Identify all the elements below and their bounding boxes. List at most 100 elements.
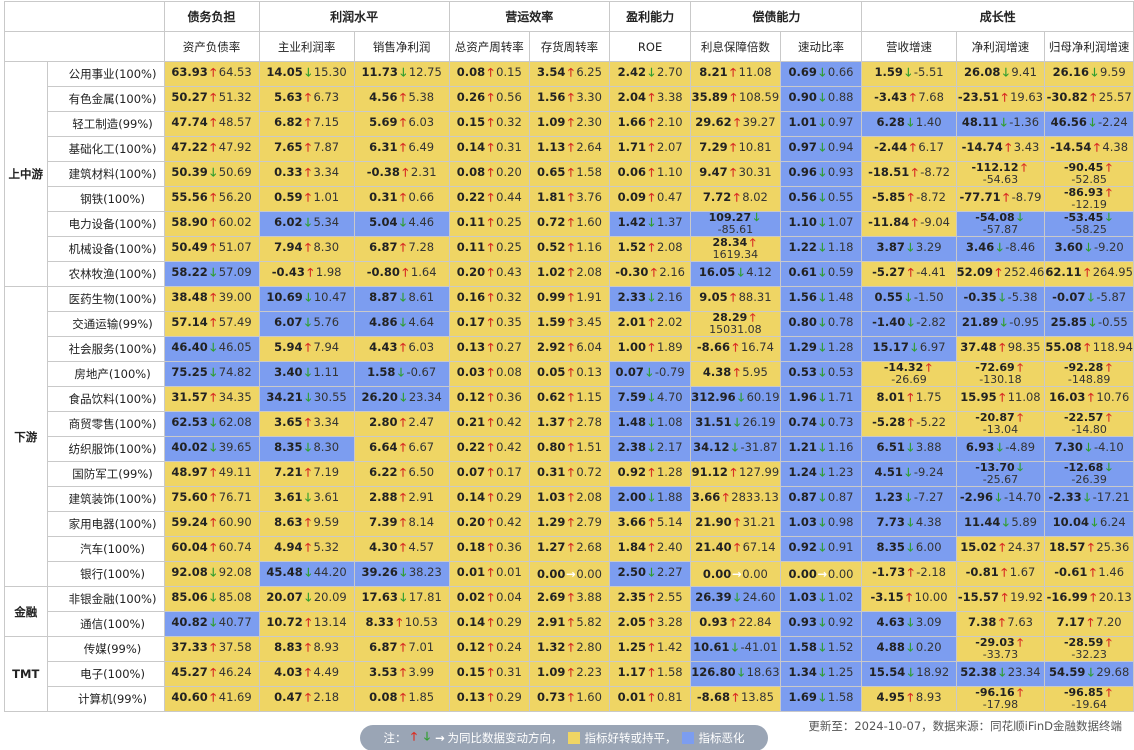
industry-name: 电力设备(100%) [46,211,165,237]
current-value: -0.07 [1052,289,1086,304]
previous-value: 9.59 [313,514,340,529]
metric-cell: 92.08 🡓 92.08 [163,561,260,587]
metric-cell: 54.59 🡓 29.68 [1044,661,1134,687]
current-value: 6.64 [369,439,398,454]
previous-value: 19.92 [1010,589,1043,604]
section-label: TMT [4,636,48,712]
previous-value: 2833.13 [731,489,779,504]
previous-value: -12.19 [1071,198,1107,211]
metric-cell: 3.66 🡑 5.14 [608,511,692,537]
current-value: 35.89 [691,89,728,104]
metric-cell: 15.54 🡓 18.92 [861,661,957,687]
metric-cell: 0.22 🡑 0.42 [448,436,530,462]
arrow-down-icon: 🡓 [304,439,311,454]
arrow-down-icon: 🡓 [1000,114,1007,129]
current-value: 0.17 [456,314,486,329]
previous-value: 0.59 [827,264,854,279]
previous-value: -14.70 [1004,489,1042,504]
arrow-down-icon: 🡓 [819,289,826,304]
metric-cell: 0.62 🡑 1.15 [528,386,610,412]
metric-cell: 60.04 🡑 60.74 [163,536,260,562]
metric-cell: -92.28 🡑 -148.89 [1044,361,1134,387]
current-value: 75.25 [171,364,208,379]
current-value: 8.35 [876,539,905,554]
current-value: -16.99 [1046,589,1088,604]
metric-cell: 6.07 🡓 5.76 [258,311,355,337]
current-value: -15.57 [957,589,1000,604]
metric-cell: 1.81 🡑 3.76 [528,186,610,212]
current-value: 6.87 [369,639,398,654]
previous-value: 7.19 [313,464,340,479]
current-value: 0.93 [788,614,817,629]
previous-value: 1.16 [827,439,854,454]
previous-value: 0.91 [827,539,854,554]
metric-cell: 8.83 🡑 8.93 [258,636,355,662]
previous-value: 0.42 [496,414,522,429]
current-value: 5.63 [274,89,303,104]
metric-cell: 0.69 🡓 0.66 [779,61,863,87]
arrow-right-icon: → [817,567,828,581]
current-value: 1.81 [536,189,566,204]
group-header-debt: 债务负担 [163,1,260,32]
arrow-down-icon: 🡓 [305,389,312,404]
previous-value: 0.94 [827,139,854,154]
industry-name: 通信(100%) [46,611,165,637]
metric-cell: 16.03 🡑 10.76 [1044,386,1134,412]
current-value: 1.29 [536,514,566,529]
current-value: -0.30 [615,264,649,279]
arrow-up-icon: 🡑 [907,264,914,279]
metric-header: 净利润增速 [955,31,1046,62]
previous-value: 0.47 [656,189,683,204]
table-body: 上中游 公用事业(100%) 63.93 🡑 64.53 14.05 🡓 15.30 11.73… [4,61,1134,712]
current-value: 1.84 [617,539,646,554]
current-value: 0.07 [615,364,644,379]
current-value: -54.08 [975,211,1015,224]
industry-name: 商贸零售(100%) [46,411,165,437]
industry-name: 机械设备(100%) [46,236,165,262]
current-value: 0.80 [536,439,566,454]
arrow-down-icon: 🡓 [737,264,744,279]
arrow-up-icon: 🡑 [304,414,311,429]
metric-cell: -1.73 🡑 -2.18 [861,561,957,587]
arrow-up-icon: 🡑 [650,264,657,279]
arrow-up-icon: 🡑 [648,514,655,529]
current-value: 0.69 [788,64,817,79]
metric-cell: 9.05 🡑 88.31 [690,286,781,312]
metric-cell: 40.82 🡓 40.77 [163,611,260,637]
industry-name: 交通运输(99%) [46,311,165,337]
arrow-up-icon: 🡑 [487,164,494,179]
metric-cell: 0.12 🡑 0.24 [448,636,530,662]
previous-value: 39.65 [218,439,252,454]
metric-cell: -0.30 🡑 2.16 [608,261,692,287]
previous-value: 44.20 [313,564,347,579]
current-value: 52.38 [960,664,997,679]
previous-value: 1.46 [1098,564,1125,579]
previous-value: 2.30 [576,114,602,129]
arrow-up-icon: 🡑 [907,389,914,404]
metric-cell: 58.90 🡑 60.02 [163,211,260,237]
current-value: 0.97 [788,139,817,154]
metric-cell: 0.15 🡑 0.31 [448,661,530,687]
current-value: 0.55 [874,289,903,304]
arrow-up-icon: 🡑 [1017,361,1023,374]
arrow-up-icon: 🡑 [210,64,217,79]
current-value: 6.82 [274,114,303,129]
arrow-up-icon: 🡑 [304,639,311,654]
arrow-up-icon: 🡑 [1001,589,1008,604]
table-row: 房地产(100%) 75.25 🡓 74.82 3.40 🡓 1.11 1.58 🡓 -0.67 0… [5,361,1134,387]
industry-name: 银行(100%) [46,561,165,587]
previous-value: 40.77 [218,614,252,629]
current-value: 1.13 [536,139,566,154]
arrow-up-icon: 🡑 [487,364,494,379]
metric-cell: 0.59 🡑 1.01 [258,186,355,212]
previous-value: 6.97 [919,339,946,354]
arrow-down-icon: 🡓 [819,339,826,354]
arrow-up-icon: 🡑 [1105,411,1112,424]
arrow-down-icon: 🡓 [819,614,826,629]
current-value: 91.12 [691,464,728,479]
table-row: 电力设备(100%) 58.90 🡑 60.02 6.02 🡓 5.34 5.04 🡓 4.46 0… [5,211,1134,237]
previous-value: 5.76 [313,314,340,329]
industry-name: 基础化工(100%) [46,136,165,162]
arrow-up-icon: 🡑 [400,639,406,654]
current-value: 1.09 [536,114,566,129]
